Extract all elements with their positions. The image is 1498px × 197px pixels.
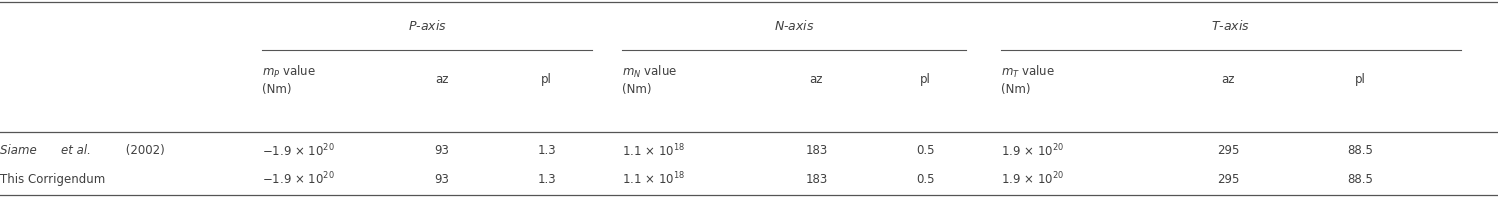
Text: az: az [809,73,824,86]
Text: 1.3: 1.3 [538,173,556,186]
Text: 1.1 × 10$^{18}$: 1.1 × 10$^{18}$ [622,171,685,188]
Text: $m_P$ value
(Nm): $m_P$ value (Nm) [262,64,316,96]
Text: 295: 295 [1218,144,1239,157]
Text: $N$-axis: $N$-axis [773,19,815,33]
Text: −1.9 × 10$^{20}$: −1.9 × 10$^{20}$ [262,171,336,188]
Text: az: az [1221,73,1236,86]
Text: $P$-axis: $P$-axis [407,19,446,33]
Text: 1.9 × 10$^{20}$: 1.9 × 10$^{20}$ [1001,142,1064,159]
Text: et al.: et al. [61,144,91,157]
Text: 1.3: 1.3 [538,144,556,157]
Text: 0.5: 0.5 [917,144,935,157]
Text: 183: 183 [806,144,827,157]
Text: pl: pl [920,73,932,86]
Text: 93: 93 [434,173,449,186]
Text: This Corrigendum: This Corrigendum [0,173,105,186]
Text: 295: 295 [1218,173,1239,186]
Text: (2002): (2002) [123,144,165,157]
Text: 1.1 × 10$^{18}$: 1.1 × 10$^{18}$ [622,142,685,159]
Text: az: az [434,73,449,86]
Text: $m_N$ value
(Nm): $m_N$ value (Nm) [622,64,677,96]
Text: $T$-axis: $T$-axis [1212,19,1249,33]
Text: −1.9 × 10$^{20}$: −1.9 × 10$^{20}$ [262,142,336,159]
Text: $m_T$ value
(Nm): $m_T$ value (Nm) [1001,64,1055,96]
Text: pl: pl [1354,73,1366,86]
Text: 93: 93 [434,144,449,157]
Text: 88.5: 88.5 [1347,173,1374,186]
Text: 88.5: 88.5 [1347,144,1374,157]
Text: Siame: Siame [0,144,40,157]
Text: 0.5: 0.5 [917,173,935,186]
Text: 1.9 × 10$^{20}$: 1.9 × 10$^{20}$ [1001,171,1064,188]
Text: 183: 183 [806,173,827,186]
Text: pl: pl [541,73,553,86]
